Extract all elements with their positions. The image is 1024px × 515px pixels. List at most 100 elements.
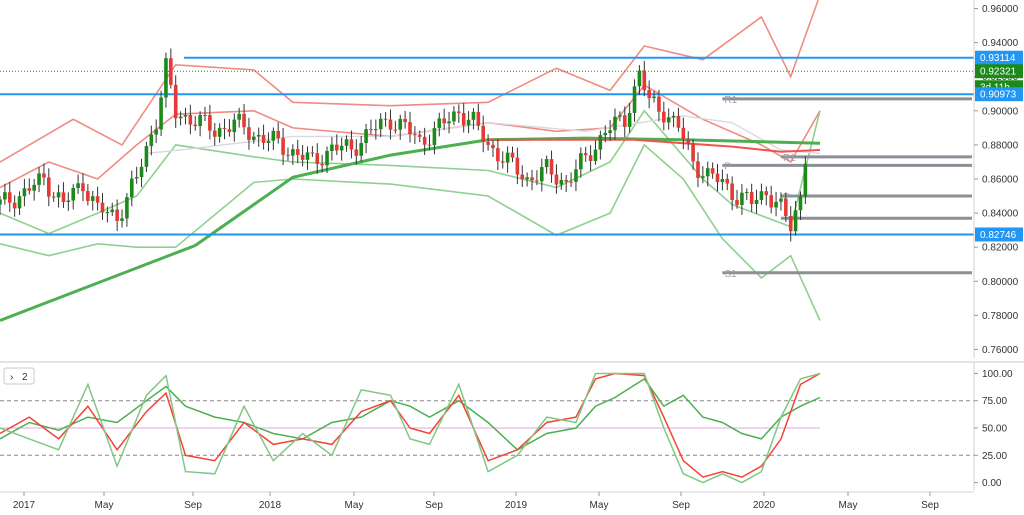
candle-body — [417, 134, 422, 137]
time-tick-label: Sep — [672, 500, 690, 511]
candle-body — [237, 113, 241, 120]
time-tick-label: May — [95, 500, 114, 511]
candle-body — [740, 192, 744, 205]
candle-body — [491, 144, 495, 149]
price-pane[interactable]: R1 P R1 P S1 — [0, 0, 974, 322]
candle-body — [447, 121, 451, 124]
candle-body — [310, 152, 315, 154]
candle-body — [715, 173, 720, 183]
candle-body — [520, 174, 525, 180]
candle-body — [349, 139, 354, 150]
candle-body — [515, 157, 520, 175]
candle-body — [22, 188, 27, 197]
candle-body — [613, 116, 617, 131]
candle-body — [437, 118, 442, 129]
candle-body — [735, 200, 739, 205]
candle-body — [27, 188, 32, 191]
candle-body — [691, 143, 695, 162]
pane-collapse-control[interactable]: › 2 — [3, 367, 35, 385]
sma-red-line — [488, 138, 821, 153]
candle-body — [300, 154, 305, 160]
candle-body — [784, 198, 788, 217]
candle-body — [252, 136, 256, 140]
oscillator-tick-label: 100.00 — [982, 369, 1013, 380]
pivot-label: R1 — [783, 153, 796, 164]
candle-body — [149, 134, 154, 147]
candle-body — [115, 209, 119, 221]
pane-collapse-box[interactable] — [3, 367, 35, 385]
candle-body — [525, 177, 529, 180]
candle-body — [71, 187, 76, 201]
candle-body — [359, 143, 363, 156]
candle-body — [574, 169, 578, 182]
price-tick-label: 0.88000 — [982, 140, 1019, 151]
candle-body — [622, 115, 627, 127]
candle-body — [432, 128, 437, 146]
candle-body — [730, 183, 734, 201]
time-tick-label: 2018 — [259, 500, 282, 511]
oscillator-lines — [0, 372, 821, 484]
candle-body — [320, 163, 324, 166]
candle-body — [710, 168, 715, 174]
price-tick-label: 0.96000 — [982, 4, 1019, 15]
candle-body — [305, 152, 310, 160]
candle-body — [452, 111, 456, 122]
candle-body — [720, 178, 725, 183]
oscillator-pane[interactable]: 100.00 75.00 50.00 25.00 0.00 › 2 — [0, 362, 1013, 490]
price-tag-box — [975, 87, 1023, 102]
chevron-right-icon: › — [10, 372, 13, 383]
candle-body — [549, 159, 554, 175]
candle-body — [422, 136, 427, 145]
candle-body — [627, 112, 632, 127]
candle-body — [803, 163, 808, 197]
candle-body — [632, 86, 637, 113]
price-tick-label: 0.76000 — [982, 345, 1019, 356]
candle-body — [164, 58, 168, 98]
candle-body — [759, 191, 764, 200]
candle-body — [76, 183, 80, 188]
candle-body — [354, 149, 359, 156]
candle-body — [754, 199, 759, 205]
candle-body — [159, 97, 163, 130]
candle-body — [110, 209, 115, 213]
candle-body — [500, 161, 505, 163]
candle-body — [271, 130, 276, 141]
candle-body — [686, 139, 691, 144]
time-tick-label: Sep — [921, 500, 939, 511]
candle-body — [535, 180, 539, 182]
price-tag-label: 0.92321 — [980, 67, 1017, 78]
oscillator-tick-label: 50.00 — [982, 424, 1007, 435]
candle-body — [12, 202, 17, 209]
time-axis[interactable]: 2017 May Sep 2018 May Sep 2019 May Sep 2020 May Sep — [0, 491, 974, 511]
candle-body — [442, 118, 446, 124]
candle-body — [90, 196, 95, 201]
candle-body — [764, 191, 769, 196]
candle-body — [86, 191, 90, 201]
time-tick-label: 2019 — [505, 500, 528, 511]
candle-body — [676, 115, 681, 128]
time-tick-label: 2017 — [13, 500, 36, 511]
oscillator-tick-label: 0.00 — [982, 478, 1002, 489]
price-tick-label: 0.86000 — [982, 175, 1019, 186]
candle-body — [144, 146, 149, 167]
candle-body — [769, 195, 773, 208]
candle-body — [291, 149, 295, 156]
price-tick-label: 0.90000 — [982, 106, 1019, 117]
candle-body — [325, 151, 329, 166]
candle-body — [798, 196, 803, 211]
candle-body — [129, 178, 134, 198]
candle-body — [749, 192, 754, 205]
candle-body — [95, 196, 100, 203]
candle-body — [593, 149, 598, 162]
candle-body — [671, 115, 676, 118]
candle-body — [598, 135, 603, 150]
candle-body — [261, 134, 266, 143]
candle-body — [471, 111, 476, 120]
candle-body — [334, 144, 339, 151]
candle-body — [378, 118, 383, 130]
candle-body — [193, 124, 198, 127]
oscillator-tick-label: 25.00 — [982, 451, 1007, 462]
candle-body — [247, 127, 251, 140]
candle-body — [637, 70, 642, 87]
